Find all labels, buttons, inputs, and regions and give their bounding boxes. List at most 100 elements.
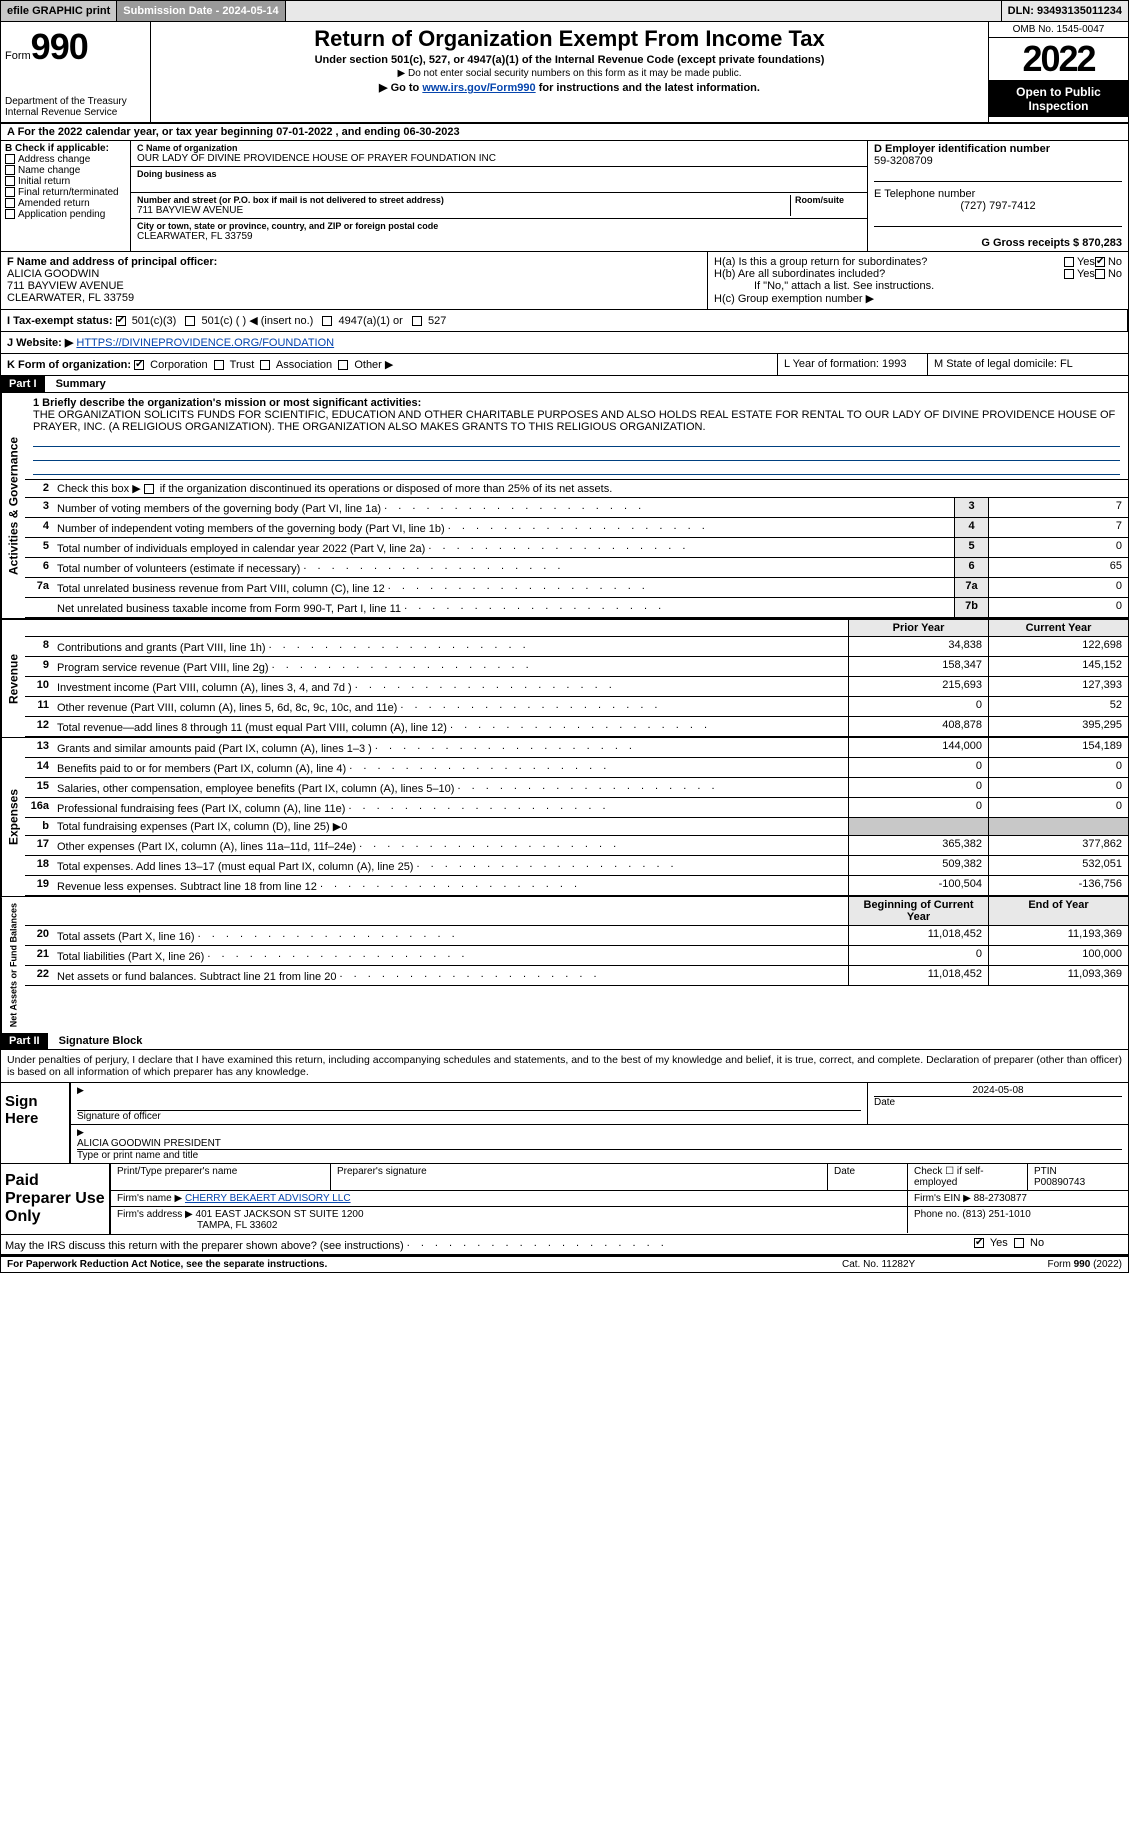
form-warning: ▶ Do not enter social security numbers o… <box>155 68 984 79</box>
table-row: 5Total number of individuals employed in… <box>25 538 1128 558</box>
row-i: I Tax-exempt status: 501(c)(3) 501(c) ( … <box>1 310 1128 332</box>
table-row: bTotal fundraising expenses (Part IX, co… <box>25 818 1128 836</box>
q2-checkbox[interactable] <box>144 484 154 494</box>
firm-phone-label: Phone no. <box>914 1209 960 1220</box>
col-d: D Employer identification number 59-3208… <box>868 141 1128 251</box>
vtab-expenses: Expenses <box>1 738 25 896</box>
officer-label: F Name and address of principal officer: <box>7 256 701 268</box>
chk-address[interactable]: Address change <box>5 154 126 165</box>
table-row: 8Contributions and grants (Part VIII, li… <box>25 637 1128 657</box>
table-row: 6Total number of volunteers (estimate if… <box>25 558 1128 578</box>
te-527[interactable]: 527 <box>412 315 446 327</box>
table-row: 16aProfessional fundraising fees (Part I… <box>25 798 1128 818</box>
table-row: 20Total assets (Part X, line 16) 11,018,… <box>25 926 1128 946</box>
k-assoc[interactable]: Association <box>260 359 332 371</box>
k-corp[interactable]: Corporation <box>134 359 208 371</box>
city-label: City or town, state or province, country… <box>137 221 861 231</box>
typed-name: ALICIA GOODWIN PRESIDENT <box>77 1138 1122 1149</box>
table-row: 17Other expenses (Part IX, column (A), l… <box>25 836 1128 856</box>
hb-note: If "No," attach a list. See instructions… <box>714 280 1122 292</box>
firm-addr2: TAMPA, FL 33602 <box>117 1220 277 1231</box>
org-name: OUR LADY OF DIVINE PROVIDENCE HOUSE OF P… <box>137 153 861 164</box>
room-label: Room/suite <box>795 195 861 205</box>
submission-date-button[interactable]: Submission Date - 2024-05-14 <box>117 1 285 21</box>
te-501c[interactable]: 501(c) ( ) ◀ (insert no.) <box>185 315 313 327</box>
may-irs-yes[interactable]: Yes <box>974 1237 1008 1249</box>
addr-label: Number and street (or P.O. box if mail i… <box>137 195 786 205</box>
chk-amended[interactable]: Amended return <box>5 198 126 209</box>
city-value: CLEARWATER, FL 33759 <box>137 231 861 242</box>
activities-section: Activities & Governance 1 Briefly descri… <box>1 393 1128 618</box>
chk-final[interactable]: Final return/terminated <box>5 187 126 198</box>
firm-ein-value: 88-2730877 <box>974 1193 1027 1204</box>
table-row: 12Total revenue—add lines 8 through 11 (… <box>25 717 1128 737</box>
row-j: J Website: ▶ HTTPS://DIVINEPROVIDENCE.OR… <box>1 332 1128 354</box>
org-name-label: C Name of organization <box>137 143 861 153</box>
form-goto: ▶ Go to www.irs.gov/Form990 for instruct… <box>155 81 984 94</box>
table-row: 11Other revenue (Part VIII, column (A), … <box>25 697 1128 717</box>
k-other[interactable]: Other ▶ <box>338 359 393 371</box>
chk-initial[interactable]: Initial return <box>5 176 126 187</box>
chk-name-label: Name change <box>18 165 80 176</box>
omb-number: OMB No. 1545-0047 <box>989 22 1128 38</box>
ptin-label: PTIN <box>1034 1166 1057 1177</box>
header-left: Form990 Department of the Treasury Inter… <box>1 22 151 122</box>
table-row: 21Total liabilities (Part X, line 26) 01… <box>25 946 1128 966</box>
ein-label: D Employer identification number <box>874 143 1122 155</box>
part1-label: Part I <box>1 376 45 392</box>
hb-label: H(b) Are all subordinates included? <box>714 268 1064 280</box>
dba-row: Doing business as <box>131 167 867 193</box>
typed-name-label: Type or print name and title <box>77 1149 1122 1161</box>
te-4947[interactable]: 4947(a)(1) or <box>322 315 402 327</box>
addr-row: Number and street (or P.O. box if mail i… <box>131 193 867 219</box>
firm-name-link[interactable]: CHERRY BEKAERT ADVISORY LLC <box>185 1193 351 1204</box>
self-employed-label: Check ☐ if self-employed <box>908 1164 1028 1190</box>
footer-right: Form 990 (2022) <box>992 1259 1122 1270</box>
table-row: 4Number of independent voting members of… <box>25 518 1128 538</box>
firm-addr1: 401 EAST JACKSON ST SUITE 1200 <box>196 1209 364 1220</box>
row-k: K Form of organization: Corporation Trus… <box>1 354 778 375</box>
line-a-text: A For the 2022 calendar year, or tax yea… <box>7 126 460 138</box>
gross-receipts-text: G Gross receipts $ 870,283 <box>981 237 1122 249</box>
part2-title: Signature Block <box>51 1033 151 1049</box>
net-header: Beginning of Current Year End of Year <box>25 897 1128 926</box>
footer: For Paperwork Reduction Act Notice, see … <box>1 1256 1128 1272</box>
form-number: 990 <box>31 26 88 67</box>
hb-yes[interactable]: Yes <box>1064 268 1095 280</box>
officer-addr1: 711 BAYVIEW AVENUE <box>7 280 701 292</box>
preparer-name-label: Print/Type preparer's name <box>111 1164 331 1190</box>
website-link[interactable]: HTTPS://DIVINEPROVIDENCE.ORG/FOUNDATION <box>76 337 334 349</box>
officer-addr2: CLEARWATER, FL 33759 <box>7 292 701 304</box>
efile-label: efile GRAPHIC print <box>1 1 117 21</box>
k-trust[interactable]: Trust <box>214 359 255 371</box>
vtab-netassets: Net Assets or Fund Balances <box>1 897 25 1033</box>
form-word: Form990 <box>5 26 146 68</box>
col-b-title: B Check if applicable: <box>5 143 126 154</box>
hc-label: H(c) Group exemption number ▶ <box>714 292 1122 305</box>
end-year-head: End of Year <box>988 897 1128 925</box>
may-irs-no[interactable]: No <box>1014 1237 1044 1249</box>
footer-center: Cat. No. 11282Y <box>842 1259 992 1270</box>
may-irs-text: May the IRS discuss this return with the… <box>5 1240 404 1252</box>
ha-yes[interactable]: Yes <box>1064 256 1095 268</box>
may-irs-row: May the IRS discuss this return with the… <box>1 1235 1128 1256</box>
table-row: 14Benefits paid to or for members (Part … <box>25 758 1128 778</box>
col-c: C Name of organization OUR LADY OF DIVIN… <box>131 141 868 251</box>
chk-pending[interactable]: Application pending <box>5 209 126 220</box>
hb-no[interactable]: No <box>1095 268 1122 280</box>
open-to-public: Open to Public Inspection <box>989 81 1128 117</box>
irs-link[interactable]: www.irs.gov/Form990 <box>422 82 535 94</box>
te-501c3[interactable]: 501(c)(3) <box>116 315 177 327</box>
paid-preparer-block: Paid Preparer Use Only Print/Type prepar… <box>1 1164 1128 1235</box>
chk-name[interactable]: Name change <box>5 165 126 176</box>
preparer-date-label: Date <box>828 1164 908 1190</box>
table-row: 15Salaries, other compensation, employee… <box>25 778 1128 798</box>
ptin-value: P00890743 <box>1034 1177 1085 1188</box>
part1-title: Summary <box>48 376 114 392</box>
chk-initial-label: Initial return <box>18 176 70 187</box>
sign-here-block: Sign Here Signature of officer 2024-05-0… <box>1 1082 1128 1164</box>
ha-no[interactable]: No <box>1095 256 1122 268</box>
tax-year: 2022 <box>989 38 1128 81</box>
row-i-label: I Tax-exempt status: <box>7 315 113 327</box>
org-name-row: C Name of organization OUR LADY OF DIVIN… <box>131 141 867 167</box>
